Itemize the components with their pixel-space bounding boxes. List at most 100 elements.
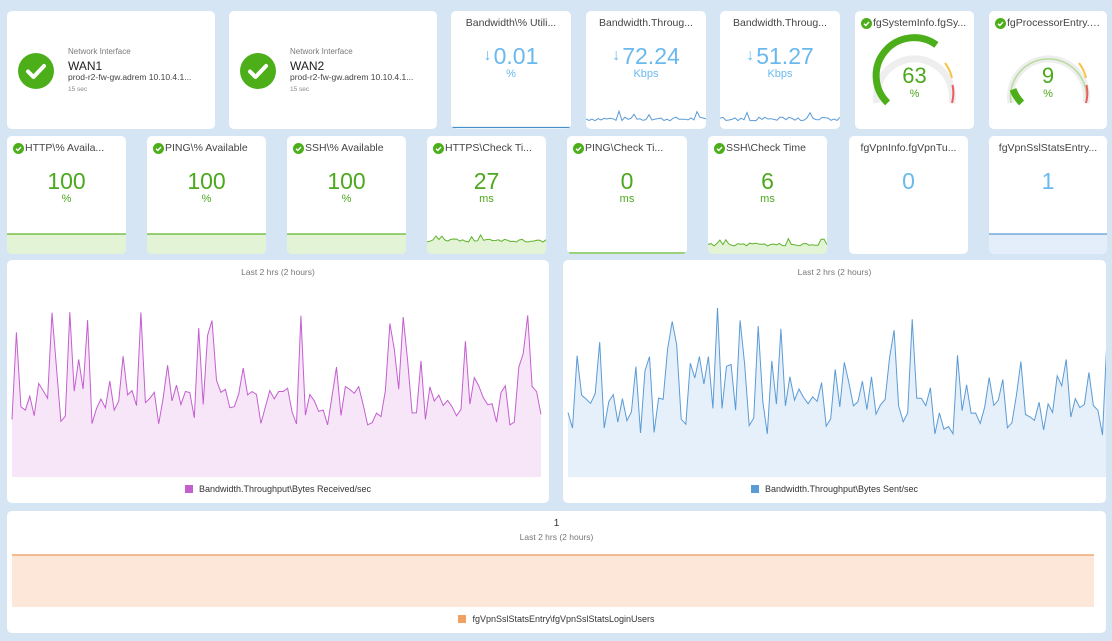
line-chart [567,307,1106,477]
status-ok-icon [573,143,584,154]
legend-label: Bandwidth.Throughput\Bytes Sent/sec [764,484,919,494]
metric-unit: ms [479,193,494,205]
chart-legend: Bandwidth.Throughput\Bytes Sent/sec [563,484,1106,494]
gauge [872,34,956,106]
gauge-unit: % [1043,88,1053,100]
status-ok-icon [153,143,164,154]
metric-card-vpn-tunnels[interactable]: fgVpnInfo.fgVpnTu... 0 [849,136,968,254]
metric-title: HTTPS\Check Ti... [445,142,532,154]
metric-unit: ms [619,193,635,205]
metric-value: 100 [187,168,226,194]
chart-line [11,312,542,426]
metric-card-bandwidth-utilization[interactable]: Bandwidth\% Utili... ↓0.01 % [451,11,571,129]
gauge [1007,55,1090,106]
network-interface-card-wan1[interactable]: Network Interface WAN1 prod-r2-fw-gw.adr… [7,11,215,129]
metric-title: HTTP\% Availa... [25,142,105,154]
network-interface-category: Network Interface [68,47,131,56]
metric-value: 0 [902,168,915,194]
metric-card-ssh-availability[interactable]: SSH\% Available 100 % [287,136,406,254]
status-ok-icon [293,143,304,154]
chart-subtitle: Last 2 hrs (2 hours) [519,532,594,542]
chart-subtitle: Last 2 hrs (2 hours) [241,267,315,277]
arrow-down-icon: ↓ [746,47,755,64]
network-interface-host: prod-r2-fw-gw.adrem 10.10.4.1... [290,72,414,82]
chart-legend: fgVpnSslStatsEntry\fgVpnSslStatsLoginUse… [7,614,1106,624]
sparkline-line [708,237,827,247]
status-ok-icon [714,143,725,154]
sparkline [708,237,827,254]
metric-value: ↓0.01 [483,43,539,69]
sparkline [989,233,1107,254]
legend-swatch [750,485,759,493]
metric-card-ping-check-time[interactable]: PING\Check Ti... 0 ms [567,136,687,254]
metric-title: PING\% Available [165,142,248,154]
network-interface-host: prod-r2-fw-gw.adrem 10.10.4.1... [68,72,192,82]
sparkline [720,111,840,122]
chart-subtitle: Last 2 hrs (2 hours) [797,267,872,277]
network-interface-category: Network Interface [290,47,353,56]
metric-unit: ms [760,193,775,205]
chart-line [567,307,1106,436]
chart-area [568,307,1106,477]
legend-swatch [458,615,467,623]
sparkline [287,233,406,254]
status-ok-icon [18,53,54,89]
arrow-down-icon: ↓ [612,47,621,64]
gauge-unit: % [909,88,920,100]
chart-card-bytes-sent[interactable]: Last 2 hrs (2 hours) Bandwidth.Throughpu… [563,260,1106,503]
metric-card-http-availability[interactable]: HTTP\% Availa... 100 % [7,136,126,254]
sparkline [586,109,706,122]
status-ok-icon [13,143,24,154]
metric-unit: % [341,193,352,205]
sparkline [567,252,687,254]
chart-current-value: 1 [553,518,560,529]
metric-title: SSH\Check Time [726,142,806,154]
gauge-value: 63 [902,63,927,88]
metric-value: 100 [327,168,366,194]
metric-card-ssh-check-time[interactable]: SSH\Check Time 6 ms [708,136,827,254]
network-interface-name: WAN1 [68,59,103,73]
metric-title: fgSystemInfo.fgSy... [873,17,967,29]
metric-card-throughput-received[interactable]: Bandwidth.Throug... ↓72.24 Kbps [586,11,706,129]
area-chart [12,554,1094,607]
sparkline-line [427,233,546,243]
gauge-card-system-info[interactable]: fgSystemInfo.fgSy... 63 % [855,11,974,129]
metric-card-ping-availability[interactable]: PING\% Available 100 % [147,136,266,254]
metric-card-https-check-time[interactable]: HTTPS\Check Ti... 27 ms [427,136,546,254]
metric-title: fgVpnSslStatsEntry... [998,142,1098,154]
metric-unit: % [506,68,516,80]
network-interface-card-wan2[interactable]: Network Interface WAN2 prod-r2-fw-gw.adr… [229,11,437,129]
metric-card-vpn-ssl-stats[interactable]: fgVpnSslStatsEntry... 1 [989,136,1107,254]
status-ok-icon [995,18,1006,29]
network-interface-age: 15 sec [68,86,88,93]
legend-label: Bandwidth.Throughput\Bytes Received/sec [198,484,372,494]
sparkline [147,233,266,254]
metric-title: fgVpnInfo.fgVpnTu... [860,142,957,154]
network-interface-name: WAN2 [290,59,325,73]
sparkline-area [427,234,546,254]
chart-area [12,312,541,477]
metric-title: Bandwidth\% Utili... [465,17,557,29]
chart-card-ssl-login-users[interactable]: 1 Last 2 hrs (2 hours) fgVpnSslStatsEntr… [7,511,1106,633]
sparkline-line [720,111,840,122]
legend-swatch [184,485,193,493]
chart-card-bytes-received[interactable]: Last 2 hrs (2 hours) Bandwidth.Throughpu… [7,260,549,503]
metric-title: PING\Check Ti... [585,142,664,154]
metric-unit: Kbps [633,68,659,80]
arrow-down-icon: ↓ [483,47,492,64]
metric-unit: % [201,193,212,205]
metric-value: ↓72.24 [612,43,680,69]
metric-value: 1 [1041,168,1055,194]
network-interface-age: 15 sec [290,86,310,93]
metric-title: fgProcessorEntry.f... [1007,17,1102,29]
gauge-value: 9 [1041,63,1055,88]
metric-card-throughput-sent[interactable]: Bandwidth.Throug... ↓51.27 Kbps [720,11,840,129]
metric-title: Bandwidth.Throug... [599,17,693,29]
legend-label: fgVpnSslStatsEntry\fgVpnSslStatsLoginUse… [472,614,655,624]
sparkline [451,126,571,129]
chart-legend: Bandwidth.Throughput\Bytes Received/sec [7,484,549,494]
metric-value: 6 [761,168,774,194]
status-ok-icon [433,143,444,154]
gauge-card-processor[interactable]: fgProcessorEntry.f... 9 % [989,11,1107,129]
metric-title: Bandwidth.Throug... [733,17,827,29]
